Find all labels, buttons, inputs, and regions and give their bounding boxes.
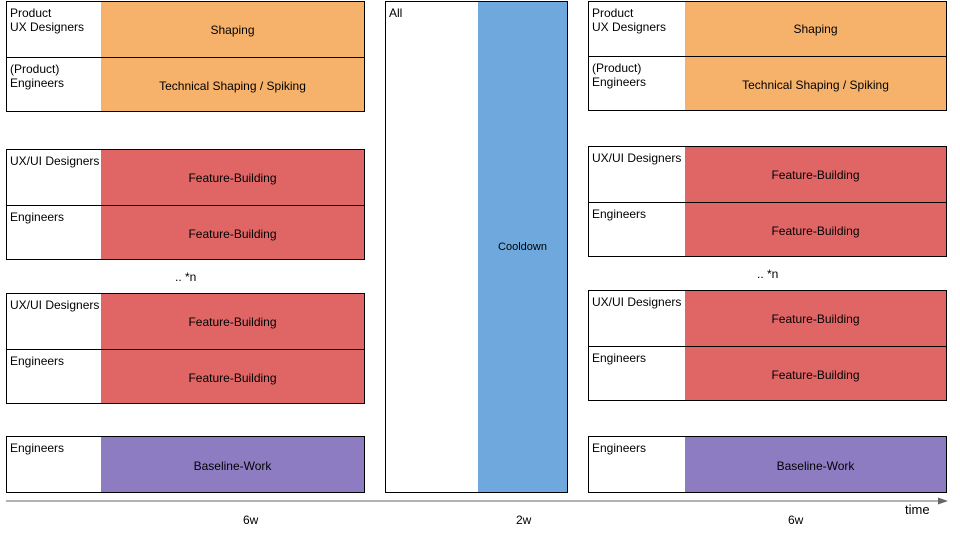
left-building-a-row-designers: UX/UI Designers Feature-Building	[7, 150, 364, 205]
left-repeat-note: .. *n	[175, 270, 197, 284]
role-label: UX/UI Designers	[10, 298, 100, 312]
task-feature-building: Feature-Building	[101, 350, 364, 403]
role-label: Product UX Designers	[592, 6, 667, 34]
role-label: Engineers	[592, 351, 647, 365]
left-baseline-group: Engineers Baseline-Work	[6, 436, 365, 493]
role-label: Engineers	[592, 207, 647, 221]
task-feature-building: Feature-Building	[685, 203, 946, 256]
role-label: Engineers	[592, 441, 647, 455]
left-building-a-row-engineers: Engineers Feature-Building	[7, 205, 364, 259]
task-baseline-work: Baseline-Work	[685, 437, 946, 492]
right-baseline-row: Engineers Baseline-Work	[589, 437, 946, 492]
right-building-group-a: UX/UI Designers Feature-Building Enginee…	[588, 146, 947, 257]
right-building-a-row-engineers: Engineers Feature-Building	[589, 202, 946, 256]
time-axis-label: time	[905, 502, 930, 517]
role-label: Engineers	[10, 354, 65, 368]
left-building-group-b: UX/UI Designers Feature-Building Enginee…	[6, 293, 365, 404]
right-building-group-b: UX/UI Designers Feature-Building Enginee…	[588, 290, 947, 401]
left-shaping-group: Product UX Designers Shaping (Product) E…	[6, 1, 365, 112]
right-building-b-row-engineers: Engineers Feature-Building	[589, 346, 946, 400]
role-label: UX/UI Designers	[592, 295, 682, 309]
task-shaping: Shaping	[685, 2, 946, 56]
role-label: Engineers	[10, 210, 65, 224]
task-feature-building: Feature-Building	[101, 150, 364, 205]
role-label: Engineers	[10, 441, 65, 455]
task-technical-shaping: Technical Shaping / Spiking	[101, 58, 364, 111]
right-duration-label: 6w	[788, 513, 804, 527]
task-technical-shaping: Technical Shaping / Spiking	[685, 57, 946, 110]
left-baseline-row: Engineers Baseline-Work	[7, 437, 364, 492]
task-baseline-work: Baseline-Work	[101, 437, 364, 492]
task-feature-building: Feature-Building	[685, 291, 946, 346]
role-label: Product UX Designers	[10, 6, 85, 34]
right-building-b-row-designers: UX/UI Designers Feature-Building	[589, 291, 946, 346]
task-feature-building: Feature-Building	[685, 347, 946, 400]
role-label: (Product) Engineers	[10, 62, 65, 90]
right-building-a-row-designers: UX/UI Designers Feature-Building	[589, 147, 946, 202]
left-building-group-a: UX/UI Designers Feature-Building Enginee…	[6, 149, 365, 260]
role-label: UX/UI Designers	[10, 154, 100, 168]
task-shaping: Shaping	[101, 2, 364, 57]
task-feature-building: Feature-Building	[101, 206, 364, 259]
left-building-b-row-designers: UX/UI Designers Feature-Building	[7, 294, 364, 349]
left-building-b-row-engineers: Engineers Feature-Building	[7, 349, 364, 403]
task-cooldown: Cooldown	[478, 2, 567, 492]
cooldown-group: All Cooldown	[385, 1, 568, 493]
cooldown-duration-label: 2w	[516, 513, 532, 527]
right-repeat-note: .. *n	[757, 267, 779, 281]
role-label: UX/UI Designers	[592, 151, 682, 165]
left-duration-label: 6w	[243, 513, 259, 527]
left-shaping-row-engineers: (Product) Engineers Technical Shaping / …	[7, 57, 364, 111]
task-feature-building: Feature-Building	[685, 147, 946, 202]
left-shaping-row-product: Product UX Designers Shaping	[7, 2, 364, 57]
role-label: (Product) Engineers	[592, 61, 647, 89]
right-shaping-row-product: Product UX Designers Shaping	[589, 2, 946, 56]
right-shaping-row-engineers: (Product) Engineers Technical Shaping / …	[589, 56, 946, 110]
right-baseline-group: Engineers Baseline-Work	[588, 436, 947, 493]
cooldown-role-label: All	[389, 6, 403, 20]
right-shaping-group: Product UX Designers Shaping (Product) E…	[588, 1, 947, 111]
task-feature-building: Feature-Building	[101, 294, 364, 349]
